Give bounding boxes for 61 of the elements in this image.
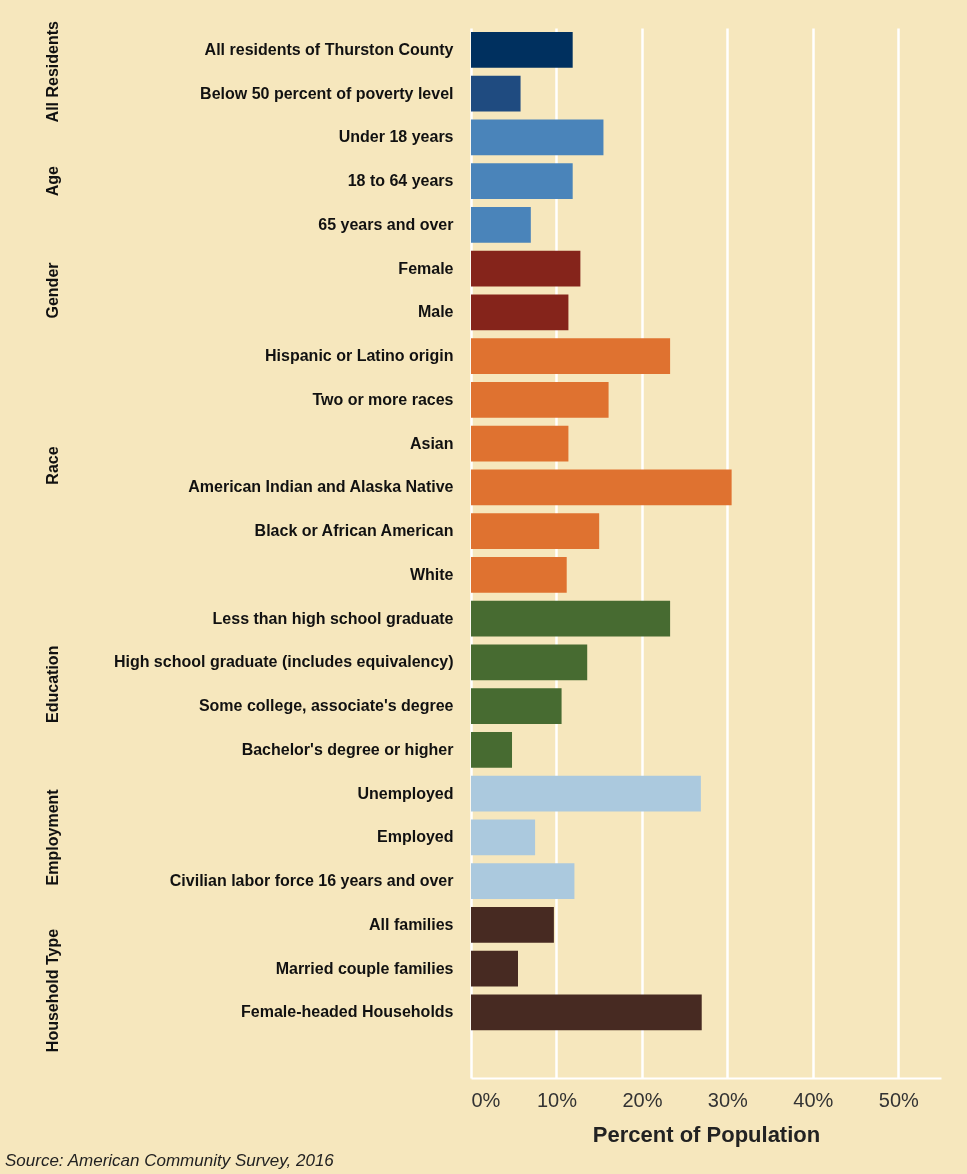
y-tick-label: Less than high school graduate <box>212 609 454 627</box>
text: Employment <box>44 788 61 886</box>
bar <box>471 688 562 725</box>
text: All Residents <box>44 20 61 123</box>
y-tick-label: All residents of Thurston County <box>204 40 454 58</box>
bar <box>471 775 701 812</box>
source-note: Source: American Community Survey, 2016 <box>5 1151 335 1170</box>
y-tick-label: Some college, associate's degree <box>198 697 454 715</box>
y-tick-label: Employed <box>377 828 454 846</box>
bar <box>471 906 554 943</box>
text: Age <box>44 165 61 197</box>
x-tick-label: 0% <box>471 1088 501 1111</box>
x-tick-label: 20% <box>622 1088 663 1111</box>
bar <box>471 425 569 462</box>
y-tick-label: 18 to 64 years <box>347 172 454 190</box>
bar <box>471 381 609 418</box>
y-tick-label: Male <box>417 303 454 321</box>
y-tick-label: Under 18 years <box>338 128 454 146</box>
text: Household Type <box>44 928 61 1053</box>
bar <box>471 163 573 200</box>
y-tick-label: Bachelor's degree or higher <box>241 740 454 758</box>
y-tick-label: Black or African American <box>254 522 454 540</box>
text: Education <box>44 645 61 723</box>
bar <box>471 338 671 375</box>
y-tick-label: American Indian and Alaska Native <box>188 478 454 496</box>
bar <box>471 294 569 331</box>
y-tick-label: 65 years and over <box>318 215 454 233</box>
bar <box>471 731 513 768</box>
bar <box>471 119 604 156</box>
bar <box>471 994 702 1031</box>
bar <box>471 644 588 681</box>
x-tick-label: 40% <box>793 1088 834 1111</box>
text: Race <box>44 446 61 485</box>
y-tick-label: Hispanic or Latino origin <box>265 347 454 365</box>
y-tick-label: Below 50 percent of poverty level <box>200 84 454 102</box>
y-tick-label: Married couple families <box>275 959 454 977</box>
bar <box>471 950 518 987</box>
bar <box>471 75 521 112</box>
text: Gender <box>44 262 61 319</box>
bar <box>471 600 671 637</box>
x-axis-title: Percent of Population <box>592 1121 821 1147</box>
y-tick-label: Female <box>398 259 454 277</box>
bar <box>471 819 536 856</box>
bar <box>471 863 575 900</box>
bar <box>471 206 531 243</box>
bar <box>471 250 581 287</box>
y-tick-label: White <box>409 565 454 583</box>
bar <box>471 31 573 68</box>
x-tick-label: 50% <box>878 1088 919 1111</box>
y-tick-label: Female-headed Households <box>241 1003 454 1021</box>
y-tick-label: Civilian labor force 16 years and over <box>169 872 454 890</box>
y-tick-label: High school graduate (includes equivalency) <box>113 653 454 671</box>
bar <box>471 469 732 506</box>
x-tick-label: 30% <box>707 1088 749 1111</box>
y-tick-label: Two or more races <box>312 390 454 408</box>
y-tick-label: Unemployed <box>357 784 454 802</box>
y-tick-label: All families <box>369 915 454 933</box>
x-tick-label: 10% <box>536 1088 578 1111</box>
bar <box>471 556 567 593</box>
bar <box>471 513 600 550</box>
y-tick-label: Asian <box>409 434 454 452</box>
